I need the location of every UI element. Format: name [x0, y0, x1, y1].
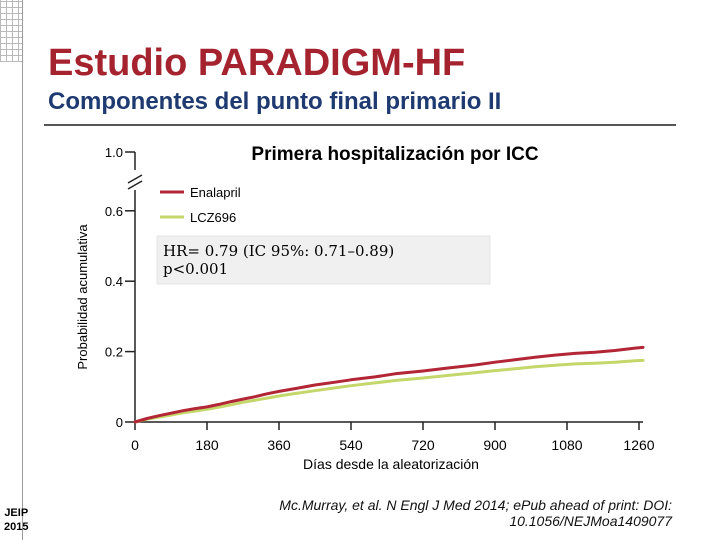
x-tick-label: 900 [483, 437, 507, 453]
slide-title: Estudio PARADIGM-HF [48, 42, 466, 84]
legend-label-lcz696: LCZ696 [190, 210, 236, 225]
annotation-line: p<0.001 [163, 260, 228, 278]
chart-texts: 0 0.2 0.4 0.6 1.0 0 180 360 540 720 900 1080 1260 Día… [75, 144, 655, 472]
y-tick-label: 1.0 [105, 145, 123, 160]
footer-left: JEIP 2015 [4, 506, 28, 534]
citation: Mc.Murray, et al. N Engl J Med 2014; ePu… [279, 497, 672, 529]
annotation-line: HR= 0.79 (IC 95%: 0.71–0.89) [163, 242, 394, 260]
x-tick-label: 720 [411, 437, 435, 453]
x-tick-label: 180 [195, 437, 219, 453]
x-tick-label: 540 [339, 437, 363, 453]
annotation-box [156, 235, 491, 285]
y-axis-break-mark-2 [127, 174, 143, 184]
y-tick-label: 0.2 [105, 345, 123, 360]
chart-lines [133, 345, 645, 424]
footer-left-line-2: 2015 [4, 521, 29, 533]
corner-grid-decoration [0, 0, 22, 62]
series-line-lcz696 [133, 358, 645, 424]
x-axis-title: Días desde la aleatorización [303, 456, 479, 472]
y-tick-label: 0.6 [105, 204, 123, 219]
y-axis-break-mark-1 [127, 180, 143, 190]
slide-subtitle: Componentes del punto final primario II [48, 88, 502, 115]
chart-title: Primera hospitalización por ICC [251, 144, 538, 165]
y-tick-label: 0 [116, 415, 123, 430]
title-divider [44, 124, 676, 126]
y-axis-title: Probabilidad acumulativa [75, 224, 90, 370]
x-tick-label: 1080 [551, 437, 582, 453]
x-tick-label: 1260 [623, 437, 654, 453]
y-tick-label: 0.4 [105, 274, 123, 289]
x-tick-label: 0 [131, 437, 139, 453]
chart-axes [125, 151, 643, 430]
legend-label-enalapril: Enalapril [190, 185, 241, 200]
series-line-enalapril [133, 345, 645, 424]
left-border-line [22, 0, 23, 540]
x-tick-label: 360 [267, 437, 291, 453]
footer-left-line-1: JEIP [4, 507, 29, 519]
